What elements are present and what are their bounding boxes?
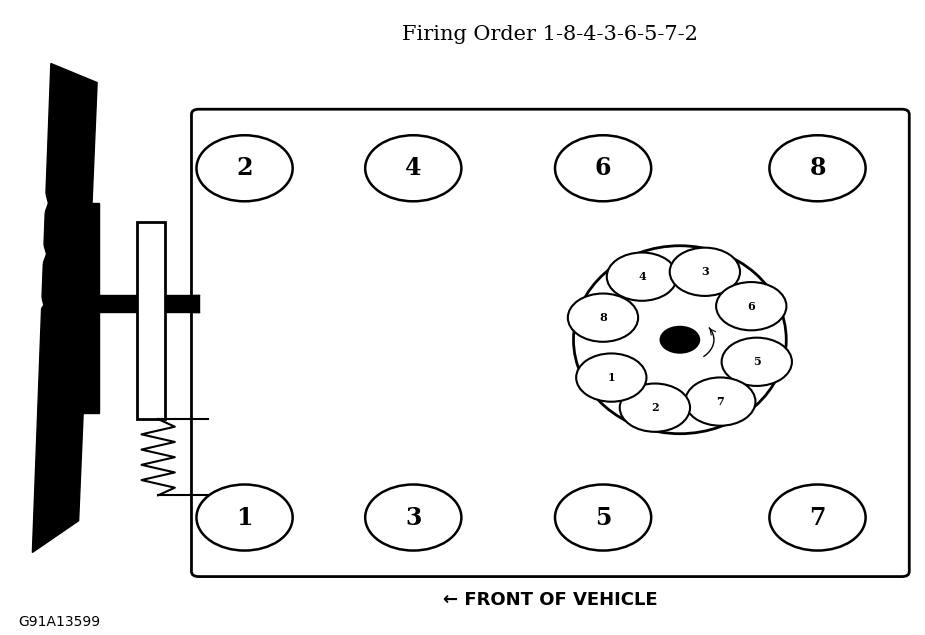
Text: 1: 1 bbox=[236, 505, 253, 530]
Bar bbox=[137, 222, 165, 419]
Circle shape bbox=[555, 135, 651, 201]
Text: 4: 4 bbox=[638, 271, 646, 282]
Circle shape bbox=[660, 326, 700, 354]
Circle shape bbox=[555, 485, 651, 551]
Text: 8: 8 bbox=[809, 156, 826, 180]
Text: G91A13599: G91A13599 bbox=[18, 615, 101, 629]
Text: 5: 5 bbox=[753, 356, 760, 367]
Text: 6: 6 bbox=[595, 156, 611, 180]
Text: 7: 7 bbox=[717, 396, 724, 407]
Circle shape bbox=[685, 377, 756, 425]
Circle shape bbox=[568, 293, 638, 342]
Text: ← FRONT OF VEHICLE: ← FRONT OF VEHICLE bbox=[443, 591, 658, 609]
Circle shape bbox=[196, 485, 292, 551]
Circle shape bbox=[620, 384, 690, 432]
Ellipse shape bbox=[574, 246, 786, 434]
Text: 2: 2 bbox=[651, 402, 659, 413]
Circle shape bbox=[770, 485, 866, 551]
Text: 7: 7 bbox=[809, 505, 826, 530]
Circle shape bbox=[770, 135, 866, 201]
Text: 8: 8 bbox=[599, 312, 607, 323]
Polygon shape bbox=[32, 64, 97, 552]
Circle shape bbox=[716, 282, 786, 330]
Text: 4: 4 bbox=[405, 156, 422, 180]
Circle shape bbox=[576, 354, 647, 402]
Text: 1: 1 bbox=[608, 372, 615, 383]
Text: 2: 2 bbox=[236, 156, 253, 180]
Circle shape bbox=[196, 135, 292, 201]
Text: 3: 3 bbox=[701, 266, 709, 277]
Text: Firing Order 1-8-4-3-6-5-7-2: Firing Order 1-8-4-3-6-5-7-2 bbox=[402, 25, 698, 44]
FancyBboxPatch shape bbox=[191, 109, 909, 577]
Circle shape bbox=[365, 135, 462, 201]
Text: 5: 5 bbox=[595, 505, 611, 530]
Circle shape bbox=[607, 253, 677, 301]
Polygon shape bbox=[79, 203, 99, 413]
Circle shape bbox=[722, 338, 792, 386]
Text: 6: 6 bbox=[747, 301, 755, 312]
Circle shape bbox=[365, 485, 462, 551]
Circle shape bbox=[670, 248, 740, 296]
Text: 3: 3 bbox=[405, 505, 422, 530]
Polygon shape bbox=[97, 295, 199, 312]
